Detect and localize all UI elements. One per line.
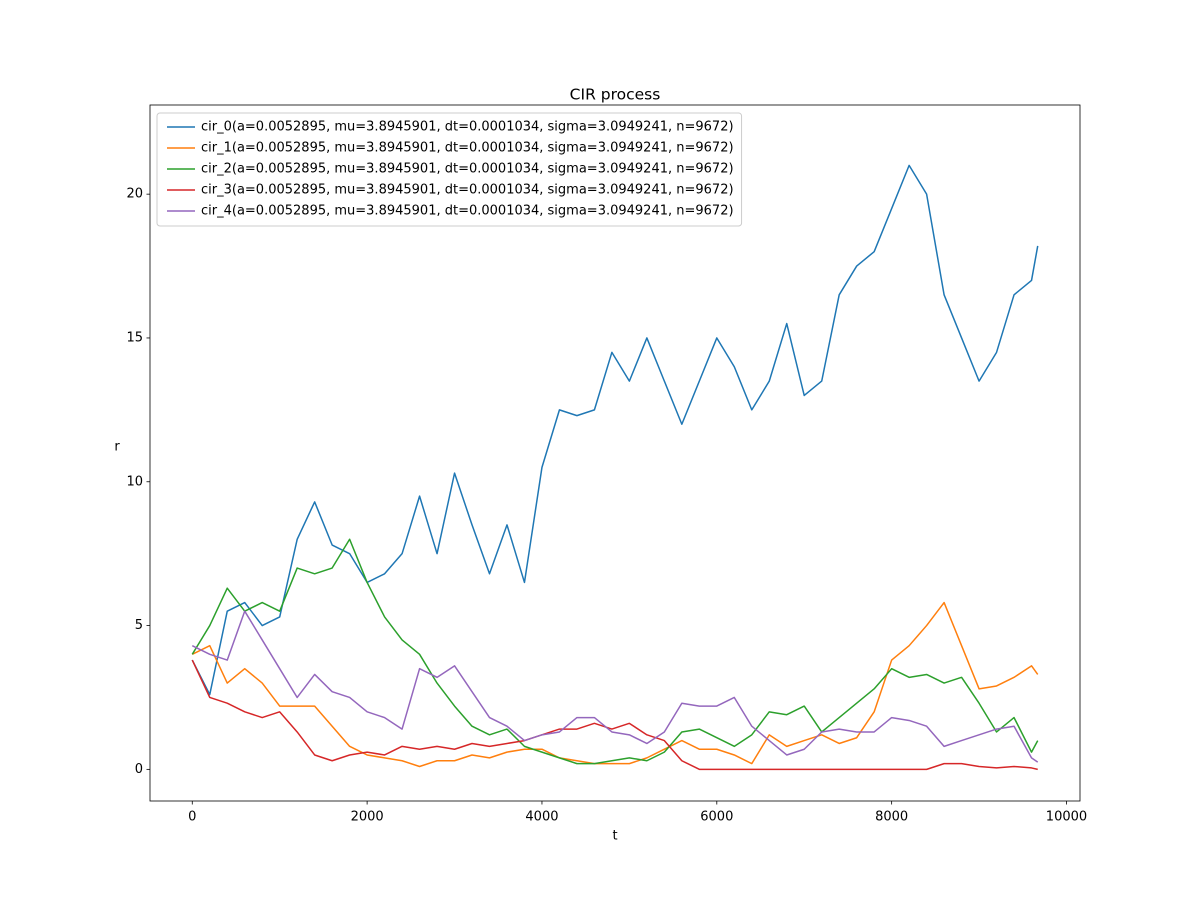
legend: cir_0(a=0.0052895, mu=3.8945901, dt=0.00… bbox=[156, 112, 743, 227]
y-axis-label: r bbox=[114, 440, 120, 455]
y-tick-label: 5 bbox=[135, 618, 143, 633]
plot-frame bbox=[149, 104, 1081, 802]
y-tick-label: 0 bbox=[135, 762, 143, 777]
series-line bbox=[191, 610, 1039, 763]
x-tick-label: 6000 bbox=[700, 810, 733, 825]
y-tick-label: 10 bbox=[126, 474, 143, 489]
legend-label: cir_0(a=0.0052895, mu=3.8945901, dt=0.00… bbox=[201, 120, 734, 135]
legend-label: cir_4(a=0.0052895, mu=3.8945901, dt=0.00… bbox=[201, 204, 734, 219]
x-tick-label: 10000 bbox=[1046, 810, 1087, 825]
series-line bbox=[191, 538, 1039, 765]
x-tick-label: 2000 bbox=[351, 810, 384, 825]
series-line bbox=[191, 659, 1038, 771]
y-tick-label: 20 bbox=[126, 187, 143, 202]
legend-label: cir_3(a=0.0052895, mu=3.8945901, dt=0.00… bbox=[201, 183, 734, 198]
x-tick-label: 8000 bbox=[875, 810, 908, 825]
legend-box bbox=[156, 112, 743, 227]
x-tick-label: 0 bbox=[188, 810, 196, 825]
y-tick-label: 15 bbox=[126, 330, 143, 345]
series-line bbox=[191, 164, 1039, 696]
legend-label: cir_1(a=0.0052895, mu=3.8945901, dt=0.00… bbox=[201, 141, 734, 156]
chart-title: CIR process bbox=[570, 86, 661, 104]
legend-label: cir_2(a=0.0052895, mu=3.8945901, dt=0.00… bbox=[201, 162, 734, 177]
x-tick-label: 4000 bbox=[525, 810, 558, 825]
series-line bbox=[191, 601, 1039, 768]
x-axis-label: t bbox=[612, 829, 617, 844]
